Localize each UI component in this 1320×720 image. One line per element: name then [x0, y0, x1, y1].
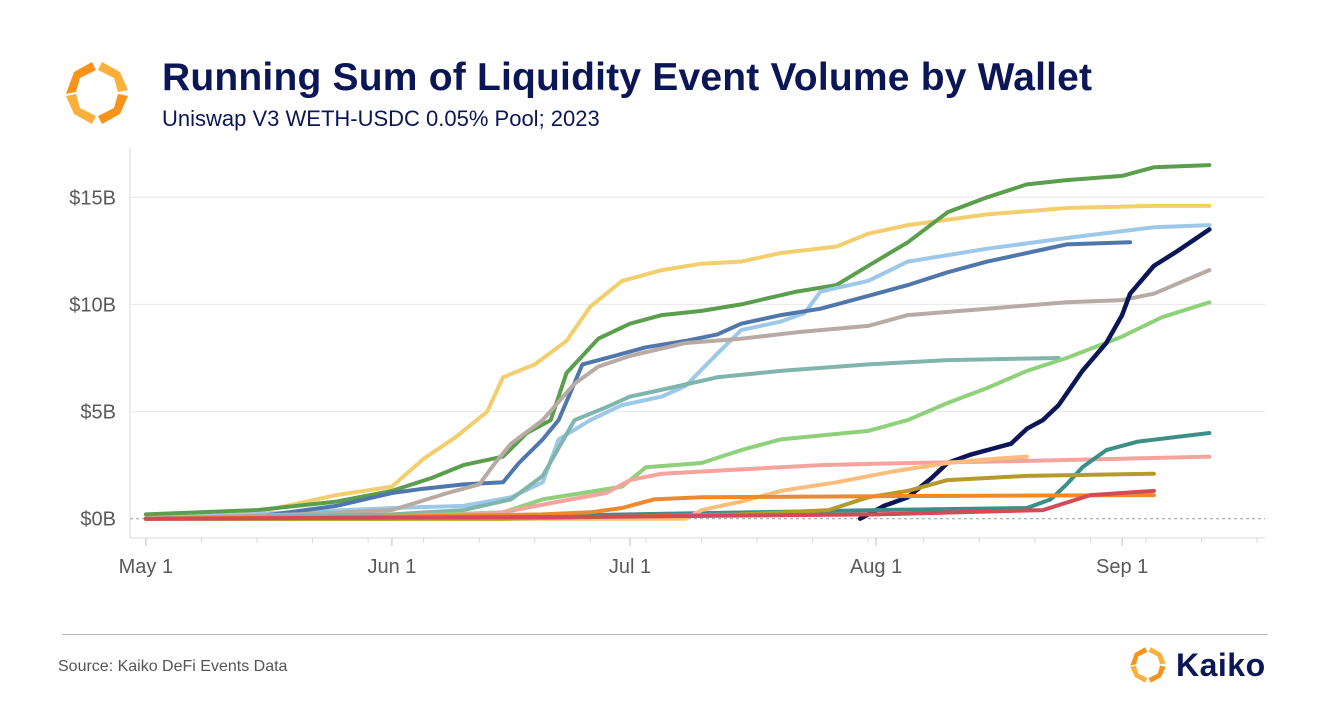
source-note: Source: Kaiko DeFi Events Data — [58, 658, 288, 675]
y-tick-label: $5B — [80, 402, 116, 424]
series-line-14 — [143, 488, 1156, 521]
y-tick-label: $0B — [80, 509, 116, 531]
kaiko-brand: Kaiko — [1128, 645, 1266, 685]
x-tick-label: Sep 1 — [1096, 556, 1148, 578]
chart-subtitle: Uniswap V3 WETH-USDC 0.05% Pool; 2023 — [162, 106, 600, 131]
series-line-6 — [143, 356, 1061, 521]
series-line-3 — [143, 223, 1212, 521]
x-tick-label: Aug 1 — [850, 556, 902, 578]
x-tick-label: Jun 1 — [367, 556, 416, 578]
series-line-2 — [143, 163, 1212, 517]
series-line-8 — [857, 227, 1212, 521]
series-line-7 — [143, 300, 1212, 521]
series-lines — [143, 163, 1212, 521]
kaiko-logo-icon — [66, 62, 128, 124]
y-tick-label: $15B — [69, 187, 116, 209]
y-axis: $0B $5B $10B $15B — [69, 187, 116, 530]
line-chart: $0B $5B $10B $15B May 1 Jun 1 Jul 1 Aug 1 Sep 1 — [69, 148, 1265, 578]
x-tick-label: May 1 — [119, 556, 173, 578]
y-tick-label: $10B — [69, 294, 116, 316]
x-axis: May 1 Jun 1 Jul 1 Aug 1 Sep 1 — [119, 538, 1258, 578]
series-line-4 — [143, 240, 1133, 521]
chart-title: Running Sum of Liquidity Event Volume by… — [162, 56, 1093, 99]
series-line-5 — [143, 268, 1212, 521]
kaiko-wordmark: Kaiko — [1176, 646, 1266, 683]
x-tick-label: Jul 1 — [609, 556, 651, 578]
kaiko-brand-icon — [1130, 647, 1166, 683]
series-line-9 — [143, 454, 1212, 521]
footer-divider — [62, 634, 1268, 635]
gridlines — [129, 148, 1265, 539]
